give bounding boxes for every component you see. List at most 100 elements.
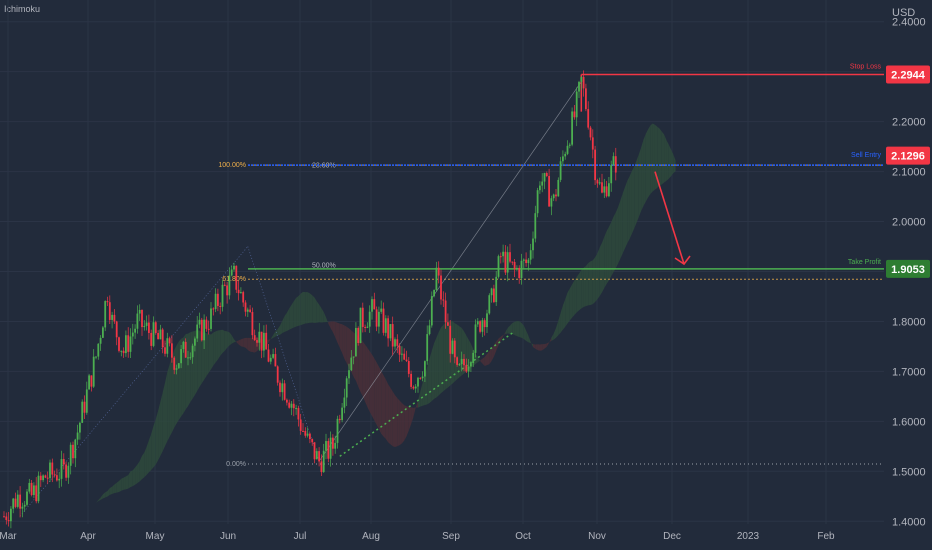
candle-body-up [389,324,392,339]
cloud-segment-bear [390,387,393,447]
candle-body-up [543,173,546,182]
candle-body-up [401,353,403,355]
candle-body-up [488,295,491,314]
cloud-segment-bull [105,490,108,498]
x-tick-label: Nov [588,531,606,542]
cloud-segment-bull [452,321,455,384]
fib-label-left: 0.00% [226,461,246,468]
candle-body-up [458,364,461,366]
cloud-segment-bull [135,464,138,485]
cloud-segment-bear [413,407,416,418]
price-axis: USD2.40002.30002.20002.10002.00001.90001… [886,7,930,528]
cloud-segment-bull [608,222,612,281]
candle-body-up [608,183,610,197]
cloud-segment-bull [569,284,573,321]
candle-body-down [410,373,412,387]
cloud-segment-bull [643,133,646,207]
cloud-segment-bull [286,308,290,332]
candle-body-up [177,363,180,369]
cloud-segment-bull [213,331,216,366]
candle-body-down [115,321,118,338]
candle-body-down [237,289,240,294]
cloud-segment-bull [583,266,586,307]
cloud-segment-bull [505,327,508,335]
cloud-segment-bull [558,313,561,336]
cloud-segment-bear [238,339,241,347]
candle-body-up [598,182,601,184]
candle-body-down [267,349,270,362]
cloud-segment-bull [420,382,423,407]
cloud-segment-bull [661,131,665,185]
candle-body-down [304,430,307,436]
cloud-segment-bull [107,488,110,497]
candle-body-down [3,516,5,518]
candle-body-down [219,305,222,307]
candle-body-up [295,408,297,410]
candle-body-up [426,334,429,362]
candle-body-down [449,325,452,354]
cloud-segment-bull [270,335,274,340]
cloud-segment-bull [144,446,147,478]
candle-body-up [529,250,532,260]
cloud-segment-bull [234,339,237,343]
candle-body-down [387,318,389,339]
candle-body-up [539,185,541,191]
candle-body-up [380,308,383,312]
sell-entry-tag: 2.1296 [891,151,925,163]
cloud-segment-bear [406,406,409,437]
cloud-segment-bull [638,147,642,217]
candle-body-down [318,451,320,462]
cloud-segment-bull [595,253,598,302]
analysis-lines: 100.00% 61.80% 0.00% 23.60% 50.00% Take Profi… [19,63,884,517]
candle-body-up [343,397,346,408]
candle-body-down [118,337,120,351]
fib-label-left: 100.00% [218,162,246,169]
candle-body-up [104,301,107,328]
cloud-segment-bull [109,486,113,495]
cloud-segment-bull [618,200,621,264]
cloud-segment-bull [418,391,421,408]
cloud-segment-bull [657,126,660,188]
candle-body-up [536,190,539,214]
candle-body-up [214,293,217,310]
cloud-segment-bear [344,325,347,364]
candle-body-up [210,308,212,329]
candle-body-up [221,284,224,307]
cloud-segment-bull [146,440,149,475]
cloud-segment-bear [383,375,386,439]
candle-body-down [297,408,300,420]
candle-body-up [120,350,123,352]
candle-body-up [138,309,141,314]
candle-body-up [306,433,309,436]
cloud-segment-bull [326,317,329,324]
cloud-segment-bear [496,338,499,351]
projection-arrow [654,171,685,265]
candle-body-down [253,335,256,341]
candle-body-up [460,358,463,365]
candle-body-down [407,361,410,374]
candle-body-up [522,259,525,261]
candle-body-down [364,326,366,328]
cloud-segment-bear [535,344,538,351]
candle-body-down [184,341,187,358]
cloud-segment-bull [280,320,283,335]
candle-body-down [251,312,254,336]
candle-body-down [148,322,150,333]
cloud-segment-bull [606,226,609,285]
fib-diagonal [19,246,249,517]
cloud-segment-bear [335,321,338,343]
candle-body-up [92,356,95,387]
candle-body-down [53,474,56,476]
candle-body-up [60,459,63,479]
candle-body-down [573,111,576,118]
cloud-segment-bull [512,321,515,336]
y-tick-label: 1.6000 [892,416,926,428]
candle-body-up [131,332,134,337]
cloud-segment-bear [484,354,487,367]
cloud-segment-bull [436,332,439,398]
candle-body-up [233,265,235,270]
cloud-segment-bull [176,341,179,424]
candle-body-down [504,251,507,273]
candle-body-down [161,329,164,348]
